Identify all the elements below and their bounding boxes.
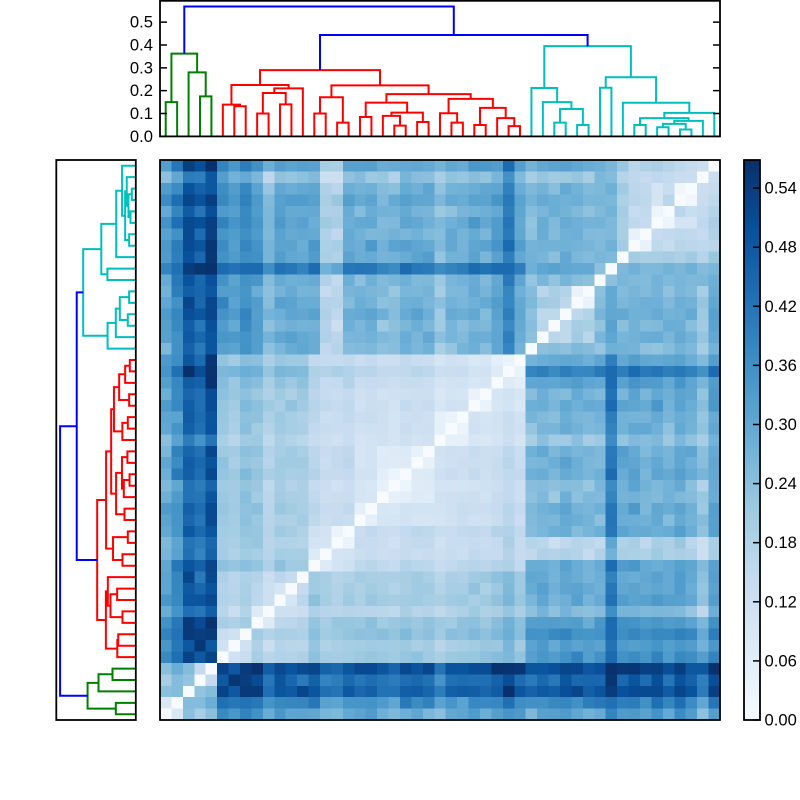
- svg-text:0.42: 0.42: [765, 297, 797, 316]
- svg-text:0.36: 0.36: [765, 356, 797, 375]
- svg-text:0.4: 0.4: [130, 35, 153, 54]
- svg-text:0.06: 0.06: [765, 651, 797, 670]
- svg-text:0.1: 0.1: [130, 104, 153, 123]
- svg-text:0.54: 0.54: [765, 179, 797, 198]
- svg-text:0.00: 0.00: [765, 711, 797, 730]
- svg-text:0.12: 0.12: [765, 592, 797, 611]
- svg-text:0.18: 0.18: [765, 533, 797, 552]
- svg-text:0.24: 0.24: [765, 474, 797, 493]
- svg-text:0.30: 0.30: [765, 415, 797, 434]
- svg-text:0.0: 0.0: [130, 127, 153, 146]
- svg-text:0.2: 0.2: [130, 81, 153, 100]
- svg-text:0.48: 0.48: [765, 238, 797, 257]
- svg-text:0.5: 0.5: [130, 13, 153, 32]
- svg-text:0.3: 0.3: [130, 58, 153, 77]
